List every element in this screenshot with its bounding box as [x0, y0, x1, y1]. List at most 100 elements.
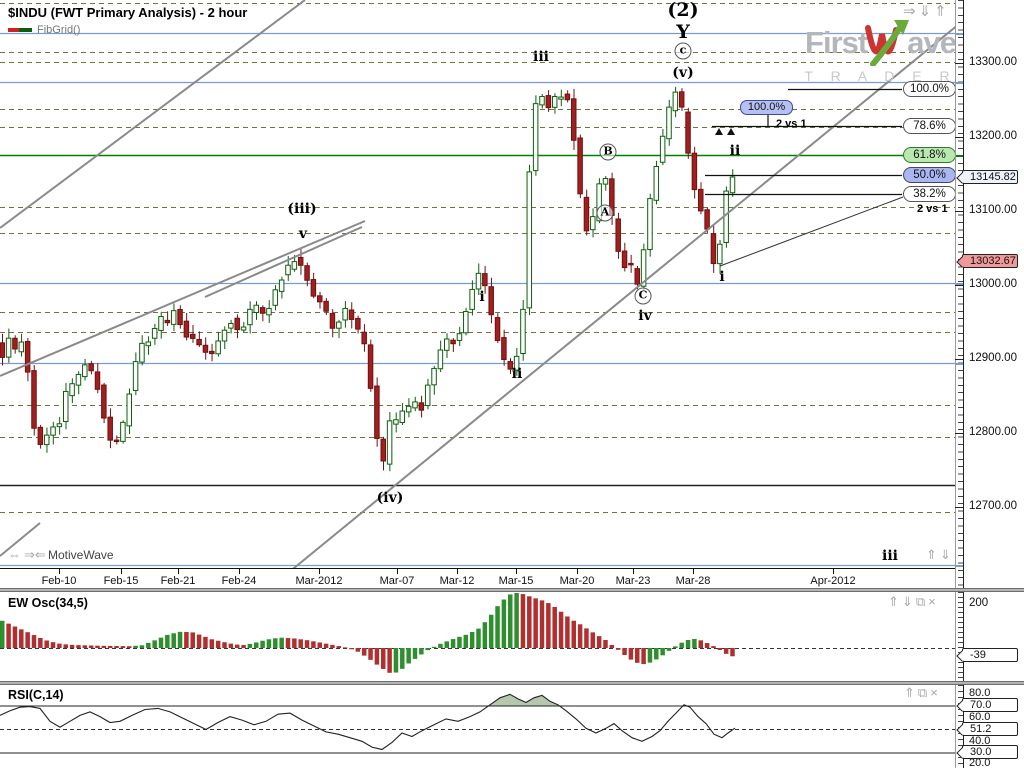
minor-ticks	[958, 592, 963, 681]
osc-bar	[361, 648, 367, 656]
osc-bar	[609, 644, 615, 648]
osc-bar	[349, 648, 354, 650]
osc-bar	[723, 648, 729, 654]
osc-bar	[552, 606, 557, 648]
osc-bar	[165, 634, 170, 648]
pan-right-icon[interactable]: ⇒	[903, 3, 916, 20]
osc-bar	[196, 634, 202, 648]
time-axis-tick	[833, 569, 834, 574]
trend-line	[0, 220, 366, 377]
rsi-plot[interactable]	[0, 685, 955, 768]
time-axis[interactable]: Feb-10 Feb-15 Feb-21 Feb-24 Mar-2012 Mar-07 Ma…	[0, 568, 955, 589]
level-tick	[956, 283, 963, 285]
osc-bar	[120, 646, 126, 648]
level-tick	[956, 363, 963, 365]
move-up-icon[interactable]: ⇑	[888, 594, 899, 609]
price-axis-label: 13200.00	[969, 130, 1017, 142]
panel-divider[interactable]	[0, 588, 1024, 592]
panel-divider[interactable]	[0, 681, 1024, 685]
fibgrid-legend-label[interactable]: FibGrid()	[37, 24, 81, 36]
osc-bar	[431, 646, 437, 648]
time-axis-label: Mar-20	[559, 575, 595, 587]
close-icon[interactable]: ×	[928, 594, 936, 609]
osc-histogram	[0, 593, 735, 673]
osc-bar	[88, 645, 94, 648]
osc-bar	[342, 647, 348, 649]
trend-line	[0, 522, 41, 557]
osc-bar	[508, 594, 513, 648]
osc-bar	[203, 636, 208, 648]
price-axis-label: 12700.00	[969, 500, 1017, 512]
osc-bar	[273, 638, 278, 648]
price-axis-tick	[955, 63, 964, 64]
osc-bar	[635, 648, 640, 663]
osc-bar	[146, 642, 151, 648]
osc-bar	[596, 636, 602, 648]
osc-bar	[374, 648, 380, 665]
osc-bar	[323, 643, 329, 648]
time-axis-label: Mar-07	[379, 575, 415, 587]
osc-panel-title: EW Osc(34,5)	[8, 596, 88, 610]
ew-oscillator-plot[interactable]	[0, 592, 955, 681]
osc-bar	[127, 646, 132, 648]
chart-zoom-icons: ⇑ ⇓	[926, 548, 951, 561]
level-tick	[956, 33, 963, 35]
osc-bar	[628, 648, 634, 660]
rsi-level-tag: 70.0	[962, 698, 1018, 712]
osc-bar	[457, 636, 462, 648]
maximize-icon[interactable]: ⧉	[915, 594, 926, 609]
minor-ticks	[958, 0, 963, 588]
osc-bar	[171, 633, 176, 648]
scroll-left-right-icon[interactable]: ⇔	[8, 547, 21, 562]
time-axis-tick	[59, 569, 60, 574]
price-axis[interactable]	[955, 0, 1024, 768]
osc-bar	[647, 648, 653, 663]
osc-bar	[336, 646, 342, 648]
osc-bar	[317, 642, 322, 648]
osc-bar	[615, 648, 621, 650]
osc-bar	[25, 632, 30, 648]
osc-bar	[622, 648, 627, 656]
move-up-icon[interactable]: ⇑	[904, 685, 915, 700]
zoom-down-icon[interactable]: ⇓	[939, 547, 951, 562]
scroll-up-icon[interactable]: ⇑	[934, 3, 947, 20]
time-axis-label: Mar-15	[498, 575, 534, 587]
osc-bar	[527, 596, 532, 648]
projection-line	[719, 196, 904, 267]
osc-bar	[514, 593, 519, 648]
osc-value-tag: -39	[962, 648, 1018, 662]
jump-to-end-icon[interactable]: ⇒⇐	[24, 547, 46, 562]
osc-bar	[730, 648, 735, 657]
rsi-panel-icons: ⇑ ⧉ ×	[904, 686, 938, 699]
osc-bar	[685, 639, 691, 648]
osc-bar	[565, 616, 570, 648]
osc-bar	[311, 641, 316, 648]
trend-line	[0, 0, 306, 229]
osc-bar	[654, 648, 659, 660]
osc-bar	[444, 641, 449, 648]
time-axis-tick	[397, 569, 398, 574]
osc-bar	[241, 645, 246, 648]
zoom-up-icon[interactable]: ⇑	[926, 547, 937, 562]
move-down-icon[interactable]: ⇓	[901, 594, 913, 609]
scroll-down-icon[interactable]: ⇓	[918, 3, 932, 20]
osc-bar	[692, 638, 697, 648]
price-axis-tick	[955, 433, 964, 434]
price-axis-tick	[955, 507, 964, 508]
osc-bar	[469, 632, 475, 648]
price-marker-tag: 13032.67	[962, 254, 1018, 268]
osc-bar	[44, 640, 49, 648]
close-icon[interactable]: ×	[930, 685, 938, 700]
osc-bar	[450, 639, 456, 648]
osc-bar	[412, 648, 418, 659]
osc-bar	[0, 620, 5, 648]
osc-axis-max-label: 200	[969, 597, 989, 609]
price-axis-label: 12800.00	[969, 426, 1017, 438]
price-chart-plot[interactable]	[0, 0, 955, 568]
price-axis-label: 12900.00	[969, 352, 1017, 364]
rsi-level-tag: 51.2	[962, 722, 1018, 736]
price-axis-tick	[955, 359, 964, 360]
time-axis-tick	[178, 569, 179, 574]
maximize-icon[interactable]: ⧉	[917, 685, 928, 700]
last-price-tag: 13145.82	[962, 170, 1018, 184]
